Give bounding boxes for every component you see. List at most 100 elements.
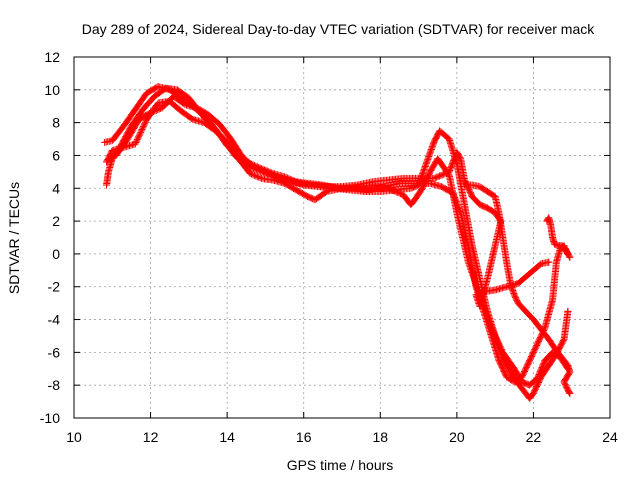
data-point <box>271 172 279 180</box>
data-point <box>254 165 262 173</box>
data-point <box>250 163 258 171</box>
plot-frame <box>73 56 611 419</box>
y-tick-label: -8 <box>48 377 61 393</box>
x-tick-label: 16 <box>296 429 312 445</box>
x-axis-label: GPS time / hours <box>287 457 394 473</box>
data-point <box>424 154 432 162</box>
x-tick-label: 22 <box>526 429 542 445</box>
data-point <box>259 167 267 175</box>
data-point <box>148 108 156 116</box>
data-point <box>425 151 433 159</box>
data-point <box>421 164 429 172</box>
y-axis-label: SDTVAR / TECUs <box>6 182 22 294</box>
data-point <box>422 160 430 168</box>
data-points <box>101 83 574 402</box>
data-point <box>260 167 268 175</box>
data-point <box>428 144 436 152</box>
y-tick-label: 12 <box>44 49 60 65</box>
data-point <box>420 167 428 175</box>
data-point <box>131 140 139 148</box>
data-point <box>250 171 258 179</box>
y-tick-label: 0 <box>52 246 60 262</box>
data-point <box>565 388 573 396</box>
data-point <box>151 107 159 115</box>
data-point <box>497 344 505 352</box>
data-point <box>421 163 429 171</box>
data-point <box>256 174 264 182</box>
chart-title: Day 289 of 2024, Sidereal Day-to-day VTE… <box>82 21 595 37</box>
data-point <box>566 389 574 397</box>
data-point <box>132 139 140 147</box>
data-point <box>141 120 149 128</box>
data-point <box>137 128 145 136</box>
data-point <box>147 109 155 117</box>
data-point <box>456 153 464 161</box>
data-point <box>497 345 505 353</box>
data-point <box>564 307 572 315</box>
series-track-4 <box>112 92 553 310</box>
data-point <box>423 158 431 166</box>
data-point <box>140 121 148 129</box>
data-point <box>137 127 145 135</box>
data-point <box>139 123 147 131</box>
x-tick-label: 20 <box>449 429 465 445</box>
data-point <box>251 164 259 172</box>
data-point <box>136 130 144 138</box>
data-point <box>253 173 261 181</box>
data-point <box>426 150 434 158</box>
data-point <box>565 252 573 260</box>
data-point <box>456 207 464 215</box>
data-point <box>249 171 257 179</box>
data-point <box>424 155 432 163</box>
x-tick-label: 12 <box>143 429 159 445</box>
data-point <box>422 161 430 169</box>
data-point <box>133 136 141 144</box>
y-tick-label: 8 <box>52 115 60 131</box>
data-point <box>141 118 149 126</box>
data-point <box>256 165 264 173</box>
data-point <box>429 141 437 149</box>
series-track-5 <box>461 181 574 397</box>
data-point <box>263 168 271 176</box>
x-tick-label: 10 <box>66 429 82 445</box>
data-point <box>566 253 574 261</box>
data-point <box>248 170 256 178</box>
data-point <box>428 143 436 151</box>
data-point <box>139 124 147 132</box>
y-tick-label: 4 <box>52 180 60 196</box>
data-point <box>419 168 427 176</box>
data-point <box>253 164 261 172</box>
data-point <box>267 170 275 178</box>
data-point <box>266 170 274 178</box>
y-tick-label: -10 <box>40 410 60 426</box>
data-point <box>255 173 263 181</box>
data-point <box>138 125 146 133</box>
data-point <box>426 148 434 156</box>
data-point <box>545 258 553 266</box>
data-point <box>152 106 160 114</box>
data-point <box>264 169 272 177</box>
data-point <box>559 337 567 345</box>
data-point <box>420 165 428 173</box>
data-point <box>427 145 435 153</box>
y-tick-label: -4 <box>48 312 61 328</box>
data-point <box>419 170 427 178</box>
y-tick-label: 2 <box>52 213 60 229</box>
data-point <box>425 153 433 161</box>
x-tick-label: 24 <box>602 429 618 445</box>
data-point <box>252 172 260 180</box>
data-point <box>135 131 143 139</box>
data-point <box>269 171 277 179</box>
data-point <box>134 134 142 142</box>
y-tick-label: 10 <box>44 82 60 98</box>
data-point <box>423 157 431 165</box>
y-tick-label: -2 <box>48 279 61 295</box>
data-point <box>270 172 278 180</box>
data-point <box>257 166 265 174</box>
data-point <box>149 108 157 116</box>
data-point <box>133 137 141 145</box>
data-point <box>261 168 269 176</box>
data-point <box>427 147 435 155</box>
y-tick-label: 6 <box>52 147 60 163</box>
